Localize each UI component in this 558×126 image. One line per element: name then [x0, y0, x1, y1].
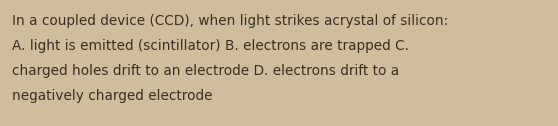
Text: negatively charged electrode: negatively charged electrode: [12, 89, 213, 103]
Text: In a coupled device (CCD), when light strikes acrystal of silicon:: In a coupled device (CCD), when light st…: [12, 14, 448, 28]
Text: charged holes drift to an electrode D. electrons drift to a: charged holes drift to an electrode D. e…: [12, 64, 399, 78]
Text: A. light is emitted (scintillator) B. electrons are trapped C.: A. light is emitted (scintillator) B. el…: [12, 39, 409, 53]
